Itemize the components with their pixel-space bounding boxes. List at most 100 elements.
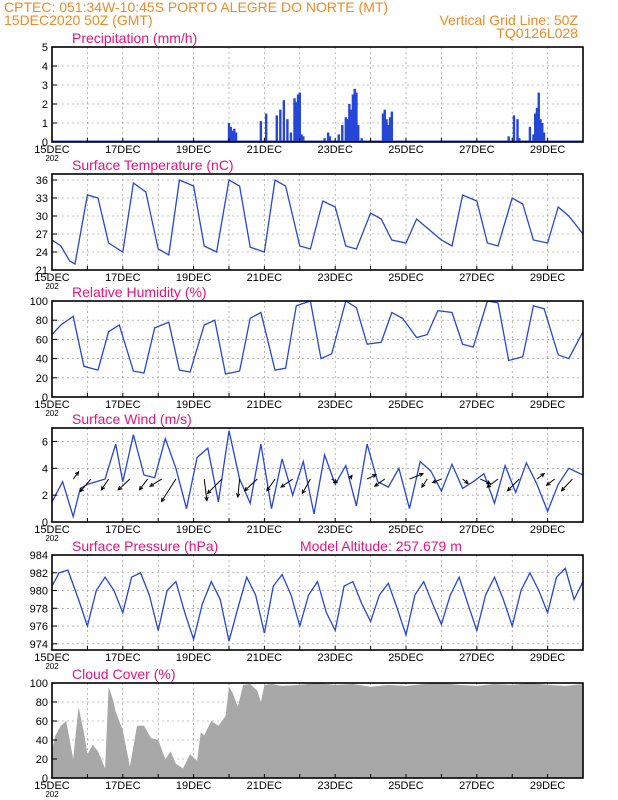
- x-tick-label: 17DEC: [105, 652, 141, 664]
- wind-vector-head: [545, 481, 551, 487]
- y-tick-label: 0: [42, 392, 48, 404]
- humidity-line: [51, 299, 584, 375]
- temperature-line: [51, 178, 584, 266]
- y-tick-label: 60: [36, 334, 48, 346]
- panel-frame-pressure: [51, 554, 584, 651]
- precip-bar: [227, 123, 231, 142]
- panel-title-humidity: Relative Humidity (%): [72, 284, 207, 300]
- x-year-label: 202: [45, 409, 59, 418]
- y-tick-label: 4: [42, 463, 48, 475]
- y-tick-label: 80: [36, 315, 48, 327]
- wind-vector: [462, 478, 469, 484]
- wind-vector-head: [419, 472, 425, 477]
- x-tick-label: 21DEC: [247, 652, 283, 664]
- panel-title-precipitation: Precipitation (mm/h): [72, 30, 197, 46]
- wind-vector: [237, 478, 241, 498]
- x-tick-label: 29DEC: [530, 144, 566, 156]
- wind-vector-head: [333, 478, 339, 484]
- panel-wind: 0 2 4 6 15DEC 17DEC 19DEC 21DEC 23DEC 25DEC 27DEC 2…: [34, 411, 584, 543]
- x-tick-label: 27DEC: [459, 652, 495, 664]
- x-tick-label: 23DEC: [317, 524, 353, 536]
- panel-humidity: 0 20 40 60 80 100 15DEC 17DEC 19DEC 21DEC 23DEC 25D…: [30, 284, 584, 418]
- wind-vector: [486, 478, 499, 488]
- precip-bar: [518, 138, 521, 142]
- wind-vector-head: [206, 489, 212, 495]
- precip-bar: [390, 111, 394, 142]
- x-tick-label: 15DEC: [34, 524, 70, 536]
- x-tick-label: 15DEC: [34, 652, 70, 664]
- precip-bar: [353, 88, 356, 142]
- wind-vector: [207, 478, 223, 494]
- header-station: CPTEC: 051:34W-10:45S PORTO ALEGRE DO NO…: [4, 0, 388, 15]
- x-tick-label: 27DEC: [459, 144, 495, 156]
- precip-bar: [295, 102, 298, 142]
- wind-vector-head: [486, 483, 492, 488]
- precip-bar: [351, 94, 355, 142]
- x-year-label: 202: [45, 662, 59, 671]
- x-tick-label: 15DEC: [34, 272, 70, 284]
- wind-vector: [79, 478, 92, 492]
- y-tick-label: 980: [30, 586, 48, 598]
- panel-frame-wind: [51, 427, 584, 523]
- pressure-line: [51, 567, 584, 642]
- precip-bar: [286, 119, 289, 142]
- x-tick-label: 19DEC: [176, 399, 212, 411]
- x-tick-label: 21DEC: [247, 780, 283, 792]
- wind-vector: [366, 474, 377, 480]
- y-tick-label: 2: [42, 490, 48, 502]
- wind-vector: [280, 478, 294, 488]
- precip-bar: [539, 119, 542, 142]
- x-tick-label: 17DEC: [105, 144, 141, 156]
- precip-bar: [289, 132, 293, 142]
- x-tick-label: 25DEC: [388, 399, 424, 411]
- wind-vector: [421, 478, 428, 488]
- precip-bar: [532, 134, 535, 142]
- panel-frame-precipitation: [51, 46, 584, 143]
- x-tick-label: 17DEC: [105, 399, 141, 411]
- wind-vector-head: [79, 487, 85, 493]
- panels: 0 1 2 3 4 5 15DEC 17DEC 19DEC 21DEC 23DEC 25DEC 27DE…: [30, 30, 584, 799]
- wind-vector: [161, 478, 177, 502]
- y-tick-label: 984: [30, 550, 48, 562]
- y-tick-label: 33: [36, 193, 48, 205]
- x-tick-label: 23DEC: [317, 399, 353, 411]
- precip-bar: [512, 115, 516, 142]
- x-tick-label: 27DEC: [459, 524, 495, 536]
- y-tick-label: 36: [36, 175, 48, 187]
- wind-vector: [561, 478, 573, 492]
- panel-precipitation: 0 1 2 3 4 5 15DEC 17DEC 19DEC 21DEC 23DEC 25DEC 27DE…: [34, 30, 584, 163]
- wind-vector: [117, 478, 131, 491]
- wind-vector-head: [464, 479, 469, 485]
- x-tick-label: 23DEC: [317, 780, 353, 792]
- precip-bar: [381, 113, 385, 142]
- wind-vector-head: [204, 496, 209, 502]
- precip-bar: [293, 98, 296, 142]
- wind-vector-head: [348, 474, 353, 480]
- wind-vector-head: [372, 474, 378, 479]
- wind-vector-head: [149, 482, 155, 487]
- panel-title-temperature: Surface Temperature (nC): [72, 157, 234, 173]
- wind-vector: [101, 478, 110, 491]
- x-tick-label: 19DEC: [176, 524, 212, 536]
- y-tick-label: 982: [30, 568, 48, 580]
- panel-title-pressure: Surface Pressure (hPa): [72, 538, 218, 554]
- panel-frame-humidity: [51, 300, 584, 398]
- x-year-label: 202: [45, 790, 59, 799]
- precip-bar: [383, 109, 386, 142]
- wind-vector-head: [373, 482, 379, 487]
- precip-bar: [349, 109, 353, 142]
- y-tick-label: 30: [36, 211, 48, 223]
- y-tick-label: 80: [36, 697, 48, 709]
- y-tick-label: 2: [42, 99, 48, 111]
- precip-bar: [507, 136, 510, 142]
- y-tick-label: 20: [36, 754, 48, 766]
- wind-vector-head: [280, 483, 286, 488]
- precip-bar: [528, 126, 532, 142]
- x-tick-label: 29DEC: [530, 652, 566, 664]
- precip-bar: [344, 117, 348, 142]
- wind-vector: [244, 478, 258, 492]
- precip-bar: [534, 113, 537, 142]
- precip-bar: [346, 119, 349, 142]
- precip-bar: [233, 128, 236, 142]
- y-tick-label: 976: [30, 621, 48, 633]
